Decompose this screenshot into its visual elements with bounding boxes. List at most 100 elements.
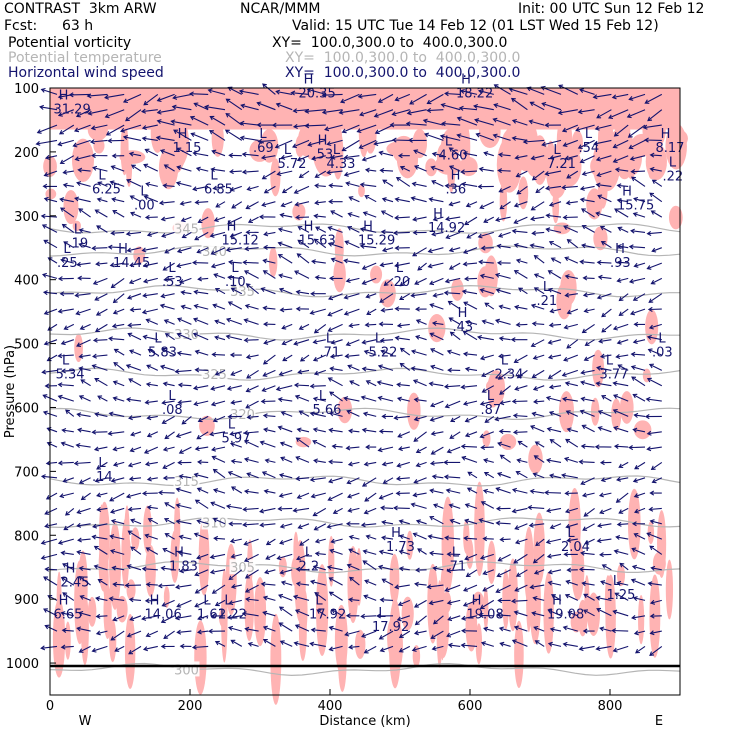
wind-vector [431, 231, 444, 237]
wind-vector [343, 293, 360, 300]
wind-vector [376, 613, 394, 619]
wind-vector [562, 641, 578, 647]
wind-vector [212, 185, 226, 191]
wind-vector [192, 385, 209, 391]
wind-vector [130, 211, 142, 218]
init-time: Init: 00 UTC Sun 12 Feb 12 [518, 1, 705, 17]
extremum-value: 1.25 [607, 588, 636, 603]
wind-vector [393, 415, 410, 421]
wind-vector [410, 292, 427, 298]
wind-vector [378, 428, 394, 434]
wind-vector [344, 630, 360, 637]
wind-vector [599, 460, 612, 466]
pv-patch [312, 121, 340, 177]
wind-vector [173, 129, 192, 141]
wind-vector [129, 195, 142, 203]
wind-vector [181, 415, 192, 425]
wind-vector [43, 308, 58, 315]
wind-vector [578, 566, 595, 572]
wind-vector [644, 414, 662, 420]
wind-vector [280, 456, 293, 463]
wind-vector [510, 97, 528, 111]
wind-vector [399, 347, 411, 356]
wind-vector [296, 253, 310, 264]
pv-patch [328, 535, 335, 587]
extremum-value: 17.92 [372, 620, 409, 635]
wind-vector [244, 584, 259, 593]
wind-vector [331, 443, 343, 449]
wind-vector [596, 365, 612, 371]
wind-vector [580, 208, 595, 218]
wind-vector [281, 323, 293, 330]
wind-vector [213, 216, 226, 222]
wind-vector [464, 319, 478, 325]
pv-patch [64, 621, 71, 660]
wind-vector [210, 501, 226, 509]
wind-vector [548, 384, 562, 390]
wind-vector [343, 258, 360, 264]
pv-patch [45, 188, 57, 200]
wind-vector [399, 362, 411, 371]
wind-vector [196, 431, 209, 440]
wind-vector [44, 523, 58, 529]
wind-vector [144, 148, 159, 157]
wind-vector [40, 553, 58, 561]
wind-vector [210, 385, 226, 391]
wind-vector [522, 139, 545, 145]
wind-vector [296, 155, 310, 162]
wind-vector [628, 445, 646, 451]
wind-speed-extrema-labels: H31.29H20.35H18.22H1.15L.69H.53L5.72L4.3… [54, 73, 685, 636]
y-tick-label: 900 [14, 593, 39, 608]
wind-vector [193, 472, 209, 479]
wind-vector [428, 197, 444, 203]
wind-vector [230, 583, 242, 589]
wind-vector [379, 262, 394, 268]
wind-vector [631, 176, 646, 187]
wind-vector [277, 425, 293, 433]
wind-vector [179, 277, 192, 284]
wind-vector [445, 216, 461, 222]
wind-vector [373, 139, 394, 147]
wind-vector [295, 581, 310, 587]
wind-vector [347, 226, 360, 233]
wind-vector [97, 181, 108, 187]
wind-vector [290, 90, 310, 96]
wind-vector [76, 339, 91, 347]
wind-vector [429, 550, 444, 556]
wind-vector [210, 167, 226, 173]
wind-vector [112, 396, 125, 402]
wind-vector [464, 503, 478, 509]
pv-patch [119, 150, 146, 164]
wind-vector [427, 247, 444, 254]
wind-vector [246, 369, 259, 379]
wind-vector [141, 124, 158, 131]
wind-vector [550, 594, 562, 601]
pv-patch [116, 595, 128, 623]
wind-vector [127, 530, 142, 540]
wind-vector [94, 293, 108, 301]
wind-vector [341, 124, 360, 134]
wind-vector [479, 431, 495, 439]
wind-vector [96, 492, 108, 498]
wind-vector [176, 165, 192, 172]
wind-vector [480, 444, 494, 450]
wind-vector [499, 641, 511, 647]
wind-vector [176, 262, 192, 269]
wind-vector [111, 197, 125, 203]
wind-vector [580, 369, 595, 375]
wind-vector [346, 409, 360, 417]
wind-vector [294, 394, 310, 402]
wind-vector [464, 216, 478, 226]
wind-vector [592, 93, 612, 100]
wind-vector [647, 348, 663, 356]
wind-vector [517, 287, 528, 295]
wind-vector [59, 291, 74, 297]
wind-vector [530, 339, 545, 348]
wind-vector [482, 569, 495, 576]
isentrope-line [49, 327, 680, 341]
wind-vector [410, 196, 427, 203]
wind-vector [60, 577, 75, 586]
wind-vector [259, 522, 276, 528]
wind-vector [362, 411, 377, 417]
wind-vector [109, 180, 125, 187]
